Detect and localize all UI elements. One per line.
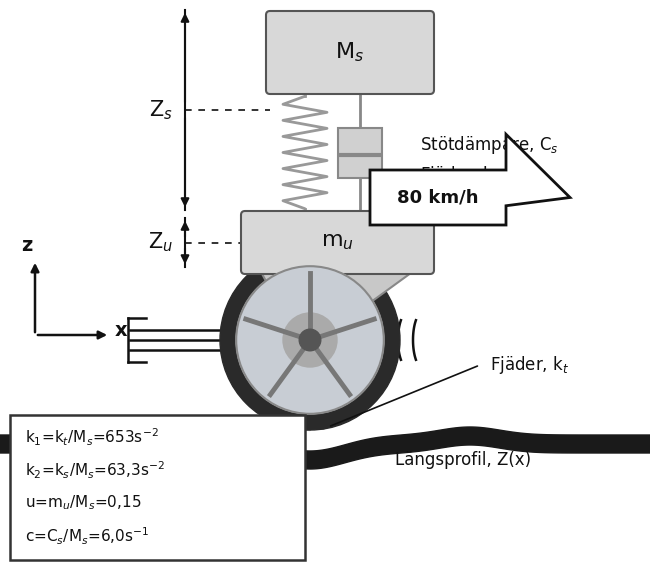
Text: z: z xyxy=(21,236,32,255)
Text: u=m$_u$/M$_s$=0,15: u=m$_u$/M$_s$=0,15 xyxy=(25,494,142,512)
Text: Stötdämpare, C$_s$: Stötdämpare, C$_s$ xyxy=(420,134,558,156)
Circle shape xyxy=(299,329,321,351)
Polygon shape xyxy=(260,270,415,336)
Text: Fjäder, k$_s$: Fjäder, k$_s$ xyxy=(420,164,500,186)
Text: k$_2$=k$_s$/M$_s$=63,3s$^{-2}$: k$_2$=k$_s$/M$_s$=63,3s$^{-2}$ xyxy=(25,460,165,481)
Text: Längsprofil, Z(x): Längsprofil, Z(x) xyxy=(395,451,531,469)
Text: M$_s$: M$_s$ xyxy=(335,41,365,64)
Text: x: x xyxy=(115,321,127,340)
Circle shape xyxy=(236,266,384,414)
Text: k$_1$=k$_t$/M$_s$=653s$^{-2}$: k$_1$=k$_t$/M$_s$=653s$^{-2}$ xyxy=(25,427,159,448)
FancyBboxPatch shape xyxy=(241,211,434,274)
Circle shape xyxy=(220,250,400,430)
Polygon shape xyxy=(370,134,570,225)
Text: c=C$_s$/M$_s$=6,0s$^{-1}$: c=C$_s$/M$_s$=6,0s$^{-1}$ xyxy=(25,525,150,546)
Circle shape xyxy=(283,313,337,367)
FancyBboxPatch shape xyxy=(338,127,382,177)
Text: Z$_u$: Z$_u$ xyxy=(148,231,173,254)
FancyBboxPatch shape xyxy=(10,415,305,560)
Text: 80 km/h: 80 km/h xyxy=(397,189,479,207)
Text: m$_u$: m$_u$ xyxy=(321,232,354,253)
FancyBboxPatch shape xyxy=(266,11,434,94)
Text: Fjäder, k$_t$: Fjäder, k$_t$ xyxy=(490,354,569,376)
Text: Z$_s$: Z$_s$ xyxy=(150,98,173,122)
